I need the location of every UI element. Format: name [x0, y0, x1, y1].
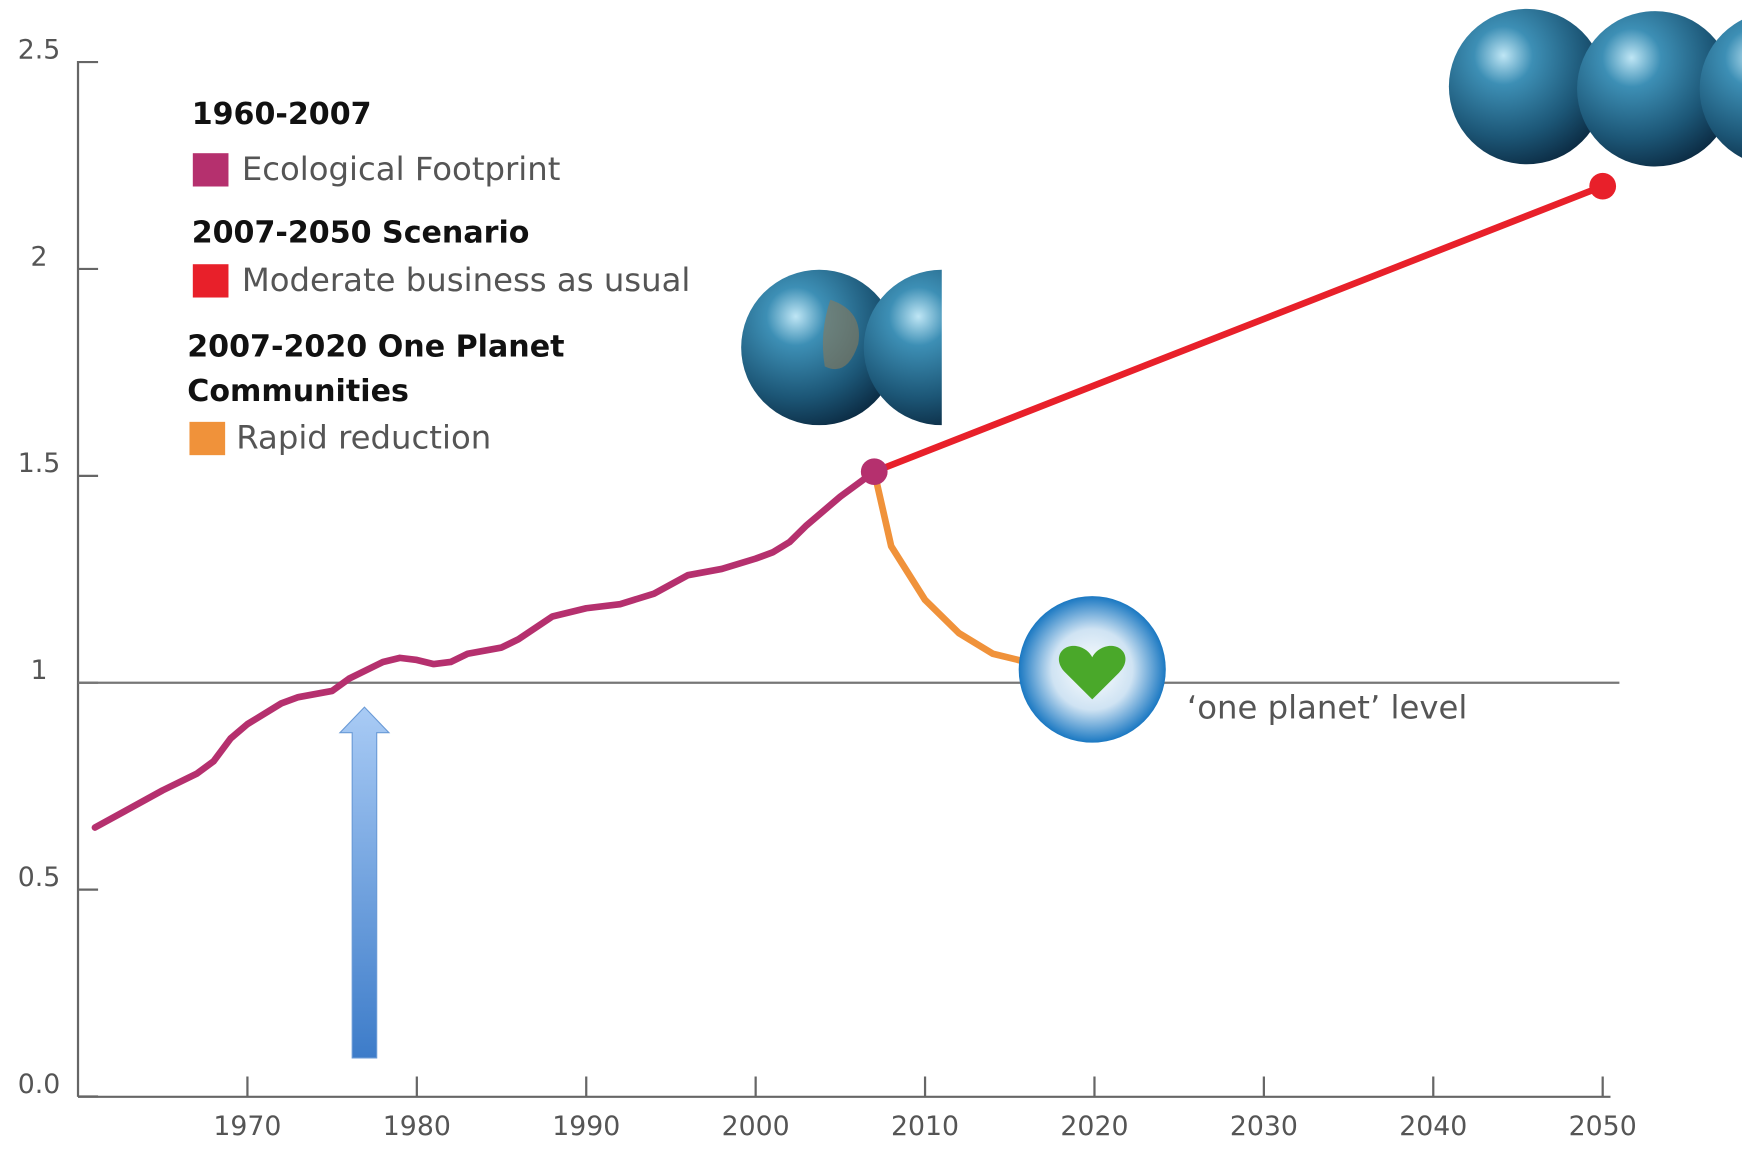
legend: 1960-2007 Ecological Footprint 2007-2050… [187, 97, 690, 457]
globe-icon [741, 269, 898, 426]
reference-label: ‘one planet’ level [1187, 688, 1467, 726]
globe-land [822, 299, 859, 370]
y-tick-label: 2.5 [18, 34, 61, 65]
legend-label: Moderate business as usual [242, 261, 691, 299]
x-tick-label: 2010 [891, 1111, 959, 1142]
globe-icon [1577, 11, 1734, 167]
y-tick-label: 1.5 [18, 448, 61, 479]
legend-heading: 2007-2050 Scenario [192, 216, 530, 251]
legend-swatch [192, 264, 229, 298]
heart-badge [1018, 596, 1166, 743]
heart-icon [1058, 645, 1126, 700]
x-tick-label: 1970 [213, 1111, 281, 1142]
x-tick-label: 1980 [383, 1111, 451, 1142]
y-tick-label: 0.5 [18, 862, 61, 893]
globes [1448, 8, 1742, 167]
legend-label: Ecological Footprint [242, 150, 561, 188]
y-tick-label: 1 [30, 655, 47, 686]
legend-label: Rapid reduction [236, 419, 491, 457]
y-tick-label: 0.0 [18, 1069, 61, 1100]
arrow [338, 706, 391, 1059]
x-tick-label: 2000 [722, 1111, 790, 1142]
y-tick-label: 2 [30, 241, 47, 272]
globes [741, 269, 942, 426]
arrow-icon [338, 706, 391, 1059]
x-tick-label: 2020 [1060, 1111, 1128, 1142]
series-line [870, 468, 1031, 666]
x-tick-label: 2050 [1569, 1111, 1637, 1142]
legend-heading: 2007-2020 One Planet Communities Scenari… [187, 329, 565, 420]
end-marker [860, 458, 888, 486]
legend-swatch [189, 421, 226, 456]
globe-icon [863, 269, 942, 426]
plot-area: ‘one planet’ level [78, 172, 1620, 831]
axes: 0.0 0.5 1 1.5 2 2.5 1970 1980 1990 2000 2010 2020 20… [18, 34, 1637, 1142]
end-marker [1589, 172, 1617, 200]
legend-swatch [192, 153, 229, 187]
legend-heading: 1960-2007 [192, 97, 372, 132]
series-line [91, 468, 878, 831]
series-line [870, 182, 1607, 476]
x-tick-label: 2030 [1230, 1111, 1298, 1142]
globe-icon [1448, 8, 1605, 165]
x-tick-label: 2040 [1399, 1111, 1467, 1142]
legend-heading-box: 2007-2020 One Planet Communities Scenari… [187, 329, 565, 420]
globe-icon [1699, 19, 1742, 158]
x-tick-label: 1990 [552, 1111, 620, 1142]
